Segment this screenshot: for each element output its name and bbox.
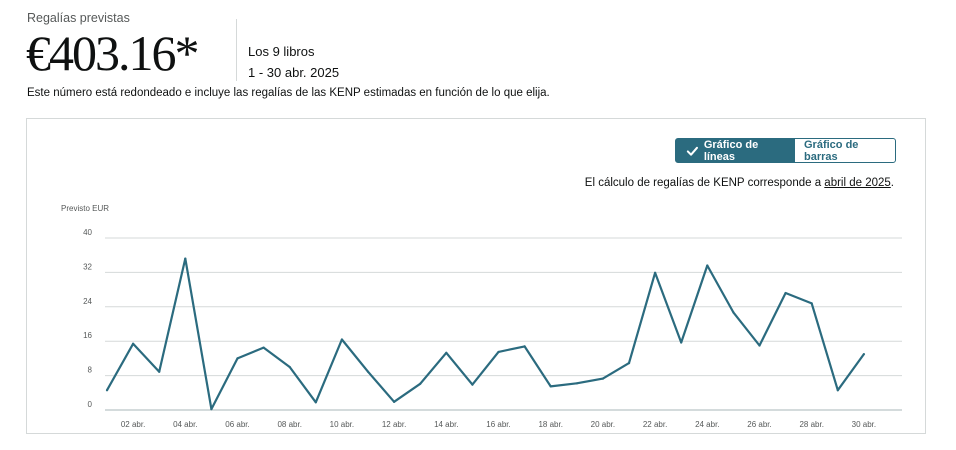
data-point — [758, 344, 761, 347]
data-point — [132, 342, 135, 345]
date-range: 1 - 30 abr. 2025 — [248, 65, 340, 80]
y-tick-label: 40 — [83, 228, 92, 237]
chart-panel — [26, 118, 926, 434]
data-point — [810, 302, 813, 305]
data-point — [549, 385, 552, 388]
data-point — [575, 382, 578, 385]
data-point — [784, 291, 787, 295]
x-tick-label: 26 abr. — [747, 420, 771, 429]
header-divider — [236, 19, 237, 81]
data-point — [732, 311, 735, 314]
forecast-label: Regalías previstas — [27, 11, 130, 25]
data-point — [158, 370, 161, 373]
y-tick-label: 16 — [83, 331, 92, 340]
data-point — [523, 345, 526, 348]
kenp-note: El cálculo de regalías de KENP correspon… — [585, 177, 894, 189]
x-tick-label: 22 abr. — [643, 420, 667, 429]
line-chart-label: Gráfico de líneas — [703, 138, 759, 163]
y-tick-label: 0 — [88, 400, 93, 409]
data-point — [184, 257, 187, 260]
data-point — [627, 362, 631, 365]
data-point — [262, 346, 265, 349]
data-point — [393, 400, 396, 403]
data-point — [836, 389, 839, 392]
royalty-amount: €403.16* — [26, 25, 199, 81]
data-point — [105, 389, 109, 392]
kenp-note-prefix: El cálculo de regalías de KENP correspon… — [584, 177, 825, 189]
x-tick-label: 16 abr. — [486, 420, 510, 429]
data-point — [601, 377, 605, 380]
data-point — [680, 341, 683, 344]
x-tick-label: 28 abr. — [799, 420, 823, 429]
y-tick-label: 32 — [83, 262, 92, 271]
x-tick-label: 30 abr. — [852, 420, 876, 429]
data-point — [210, 408, 213, 411]
data-point — [314, 401, 317, 404]
x-tick-label: 20 abr. — [591, 420, 615, 429]
data-point — [654, 271, 657, 274]
kenp-month-link[interactable]: abril de 2025 — [824, 177, 891, 189]
series-line — [106, 257, 865, 411]
data-point — [497, 350, 500, 354]
y-tick-label: 8 — [88, 366, 93, 375]
x-tick-label: 10 abr. — [330, 420, 354, 429]
data-point — [706, 264, 709, 267]
x-tick-label: 08 abr. — [277, 420, 301, 429]
x-tick-label: 18 abr. — [538, 420, 562, 429]
line-chart-button[interactable]: Gráfico de líneas — [675, 138, 794, 163]
x-tick-label: 14 abr. — [434, 420, 458, 429]
bar-chart-button[interactable]: Gráfico de barras — [794, 138, 896, 163]
rounding-note: Este número está redondeado e incluye la… — [27, 87, 550, 99]
data-point — [340, 338, 343, 341]
data-point — [366, 370, 370, 373]
data-point — [471, 383, 474, 386]
kenp-note-suffix: . — [890, 177, 894, 189]
bar-chart-label: Gráfico de barras — [804, 138, 859, 163]
data-point — [236, 357, 239, 360]
x-tick-label: 02 abr. — [121, 420, 145, 429]
books-scope: Los 9 libros — [248, 44, 315, 59]
x-tick-label: 06 abr. — [225, 420, 249, 429]
check-icon — [686, 146, 698, 156]
data-point — [445, 351, 448, 354]
data-point — [862, 353, 866, 356]
y-axis-label: Previsto EUR — [61, 204, 109, 213]
x-tick-label: 04 abr. — [173, 420, 197, 429]
data-point — [288, 365, 291, 369]
x-tick-label: 12 abr. — [382, 420, 406, 429]
chart-type-toggle: Gráfico de líneas Gráfico de barras — [675, 138, 896, 163]
data-point — [419, 382, 422, 385]
x-tick-label: 24 abr. — [695, 420, 719, 429]
y-tick-label: 24 — [83, 297, 92, 306]
